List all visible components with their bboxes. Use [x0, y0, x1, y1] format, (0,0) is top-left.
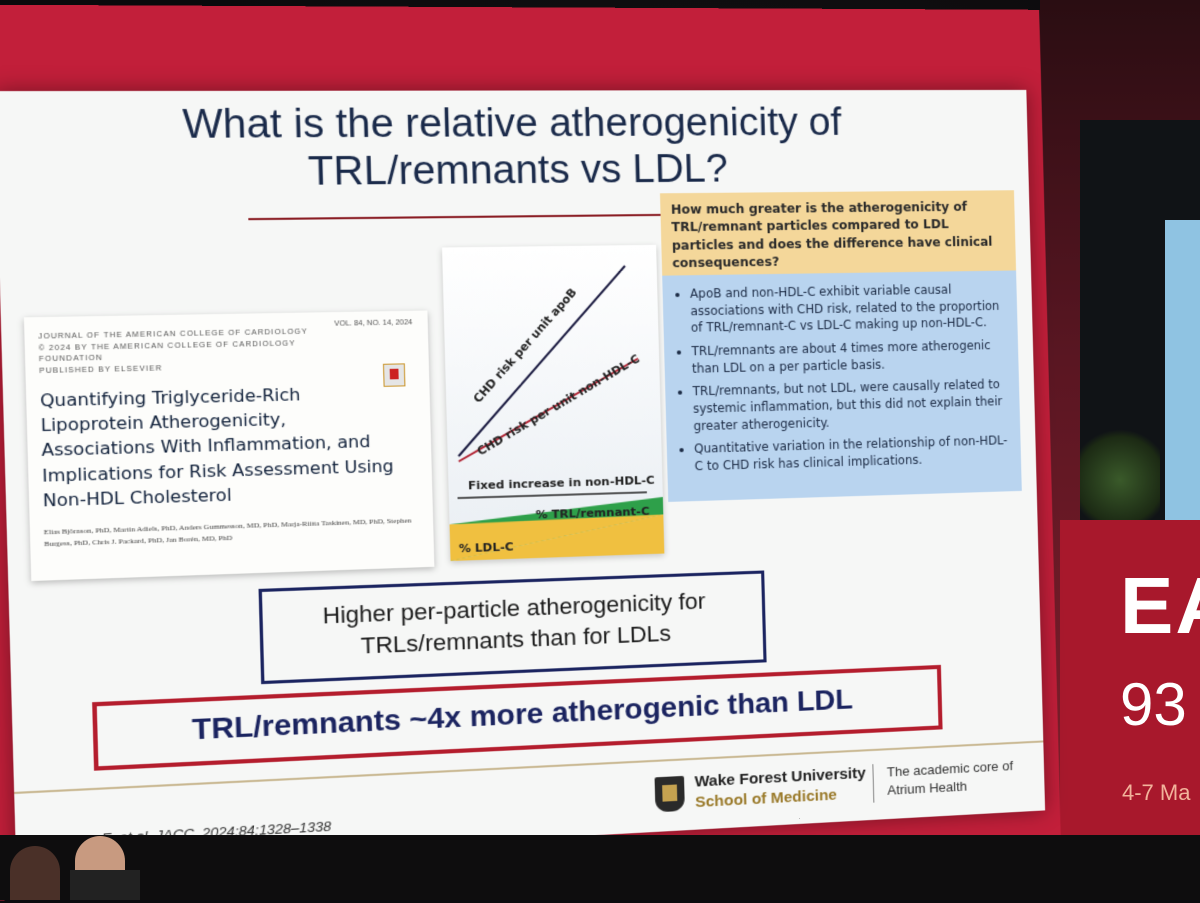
paper-title: Quantifying Triglyceride-Rich Lipoprotei…: [39, 384, 394, 511]
audience-person-suit: [70, 870, 140, 900]
banner-number: 93: [1120, 671, 1187, 738]
finding-item: ApoB and non-HDL-C exhibit variable caus…: [690, 281, 1006, 337]
risk-graph-svg: CHD risk per unit apoB CHD risk per unit…: [448, 245, 665, 562]
finding-item: TRL/remnants are about 4 times more athe…: [691, 337, 1006, 377]
school-name: School of Medicine: [694, 786, 838, 812]
academic-tagline: The academic core of Atrium Health: [886, 758, 1014, 799]
shield-icon: [654, 775, 685, 813]
paper-thumbnail: JOURNAL OF THE AMERICAN COLLEGE OF CARDI…: [23, 310, 435, 582]
slide: What is the relative atherogenicity of T…: [0, 89, 1046, 868]
paper-authors: Elias Björnson, PhD, Martin Adiels, PhD,…: [43, 516, 412, 549]
conclusion-box: Higher per-particle atherogenicity for T…: [258, 570, 767, 685]
findings-box: ApoB and non-HDL-C exhibit variable caus…: [662, 270, 1022, 502]
finding-item: Quantitative variation in the relationsh…: [694, 432, 1009, 475]
podium: [1165, 220, 1200, 520]
audience-area: [0, 835, 1200, 900]
university-name: Wake Forest University: [694, 764, 866, 791]
ldl-band-label: % LDL-C: [459, 539, 514, 555]
plant: [1080, 420, 1160, 520]
slide-title: What is the relative atherogenicity of T…: [181, 101, 842, 195]
apob-line-label: CHD risk per unit apoB: [470, 285, 580, 405]
axis-label: Fixed increase in non-HDL-C: [468, 473, 655, 493]
risk-graph: CHD risk per unit apoB CHD risk per unit…: [442, 244, 665, 562]
question-box: How much greater is the atherogenicity o…: [659, 190, 1017, 276]
journal-volume: VOL. 84, NO. 14, 2024: [334, 319, 413, 328]
key-message-box: TRL/remnants ~4x more atherogenic than L…: [92, 664, 943, 771]
projection-screen: What is the relative atherogenicity of T…: [0, 4, 1061, 903]
audience-person: [10, 846, 60, 900]
journal-header: JOURNAL OF THE AMERICAN COLLEGE OF CARDI…: [38, 327, 310, 377]
congress-banner: EA 93 4-7 Ma: [1060, 520, 1200, 850]
logo-separator: [872, 764, 875, 803]
trl-band-label: % TRL/remnant-C: [536, 504, 650, 522]
apob-line: [453, 266, 629, 456]
banner-letters: EA: [1120, 561, 1200, 650]
institution-logo: Wake Forest University School of Medicin…: [654, 756, 1034, 821]
banner-dates: 4-7 Ma: [1122, 780, 1191, 805]
finding-item: TRL/remnants, but not LDL, were causally…: [692, 376, 1008, 434]
axis-arrow: [458, 492, 647, 498]
